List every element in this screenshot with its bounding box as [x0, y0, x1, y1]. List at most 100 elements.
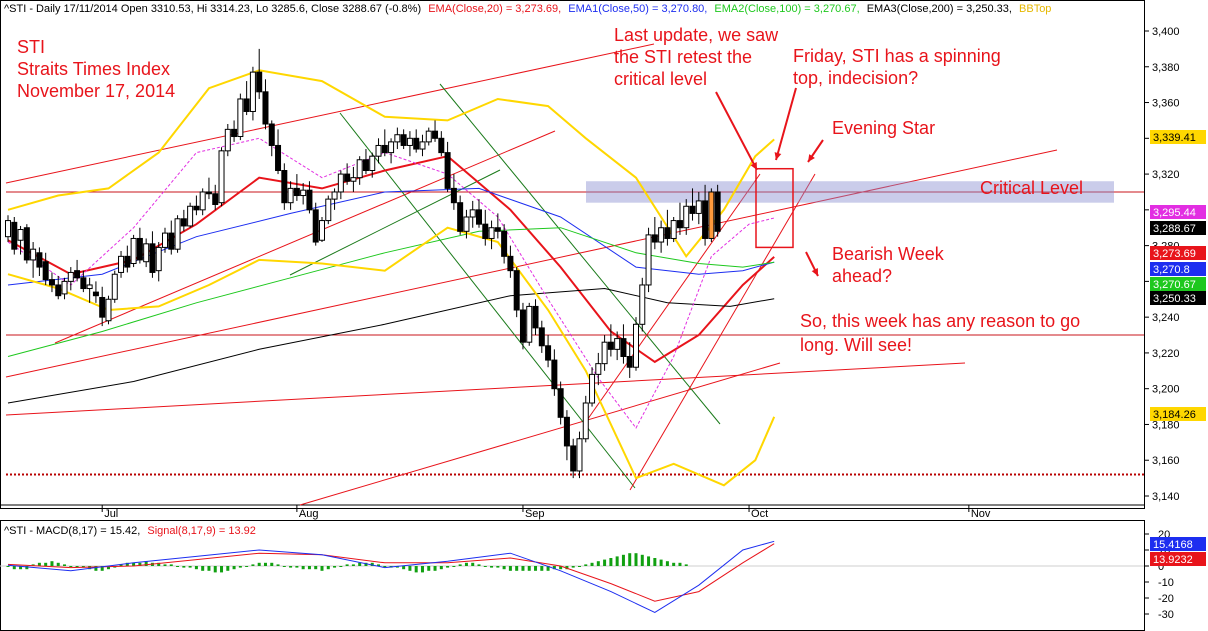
macd-histogram-bar [665, 561, 669, 566]
macd-histogram-bar [163, 564, 167, 566]
candle-body [388, 141, 395, 154]
macd-histogram-bar [427, 566, 431, 571]
macd-histogram-bar [119, 564, 123, 566]
candle-body [494, 227, 501, 232]
macd-histogram-bar [25, 566, 29, 570]
candle-body [463, 216, 470, 232]
candle-body [105, 298, 112, 322]
price-tick-label: 3,140 [1152, 491, 1180, 503]
candle-body [394, 134, 401, 143]
month-label: Sep [525, 508, 545, 520]
candle-body [293, 187, 300, 197]
candle-body [300, 189, 307, 197]
macd-histogram-bar [326, 566, 330, 570]
candle-body [651, 234, 658, 243]
macd-header: ^STI - MACD(8,17) = 15.42, Signal(8,17,9… [4, 525, 256, 537]
macd-histogram-bar [527, 566, 531, 571]
macd-histogram-bar [106, 566, 110, 570]
candle-body [42, 261, 49, 281]
candle-body [205, 191, 212, 195]
macd-histogram-bar [508, 566, 512, 571]
candle-body [563, 416, 570, 447]
month-label: Aug [299, 508, 319, 520]
macd-histogram-bar [232, 566, 236, 570]
macd-histogram-bar [307, 566, 311, 570]
candle-body [381, 144, 388, 154]
candle-body [689, 205, 696, 214]
value-tag-label: 3,184.26 [1153, 409, 1196, 421]
uptrend-left-red [584, 173, 761, 424]
candle-body [180, 218, 187, 227]
price-tick-label: 3,200 [1152, 384, 1180, 396]
candle-body [187, 205, 194, 227]
candle-body [143, 243, 150, 263]
candle-body [620, 338, 627, 358]
candle-body [281, 170, 288, 204]
macd-histogram-bar [251, 564, 255, 566]
month-label: Oct [751, 508, 768, 520]
candle-body [438, 137, 445, 154]
macd-histogram-bar [471, 562, 475, 566]
candle-body [36, 252, 43, 268]
macd-histogram-bar [50, 561, 54, 566]
candle-body [670, 220, 677, 239]
macd-histogram-bar [678, 562, 682, 566]
candle-body [61, 280, 68, 295]
macd-histogram-bar [477, 564, 481, 566]
macd-histogram-bar [276, 564, 280, 566]
value-tag-label: 3,295.44 [1153, 207, 1196, 219]
macd-histogram-bar [257, 562, 261, 566]
macd-histogram-bar [565, 566, 569, 570]
candle-body [614, 338, 621, 350]
macd-histogram-bar [383, 566, 387, 567]
candle-body [268, 123, 275, 146]
macd-histogram-bar [452, 566, 456, 567]
price-tick-label: 3,220 [1152, 348, 1180, 360]
macd-histogram-bar [420, 566, 424, 573]
macd-histogram-bar [213, 566, 217, 573]
candle-body [99, 296, 106, 318]
last-update-arrow-head [750, 162, 757, 170]
candle-body [224, 128, 231, 152]
macd-histogram-bar [238, 566, 242, 568]
critical-level-annotation: Critical Level [980, 178, 1083, 198]
last-update-annotation: Last update, we saw the STI retest the cri… [614, 25, 779, 89]
macd-histogram-bar [69, 566, 73, 567]
macd-line [7, 540, 775, 613]
candle-body [319, 220, 325, 241]
candle-body [275, 144, 282, 171]
macd-histogram-bar [446, 566, 450, 568]
last-update-arrow [715, 91, 758, 171]
macd-value-tag [1150, 552, 1206, 566]
month-label: Nov [971, 508, 991, 520]
candle-body [695, 200, 702, 214]
month-label: Jul [104, 508, 118, 520]
price-grid [0, 191, 1144, 506]
macd-histogram-bar [295, 566, 299, 568]
candle-body [375, 144, 382, 157]
candle-body [124, 255, 131, 268]
candle-body [344, 173, 351, 182]
macd-histogram-bar [282, 566, 286, 567]
candle-body [287, 187, 294, 204]
candle-body [444, 152, 451, 189]
friday-arrow-head [774, 152, 782, 160]
candle-body [545, 345, 552, 361]
candle-body [450, 187, 457, 204]
macd-histogram-bar [207, 566, 211, 571]
series-bbbottom [7, 226, 776, 487]
symbol-info: ^STI - Daily 17/11/2014 Open 3310.53, Hi… [4, 3, 421, 15]
trend-line-lower-red [5, 362, 966, 416]
candle-body [218, 150, 225, 204]
this-week-annotation: So, this week has any reason to go long. … [800, 311, 1080, 355]
macd-histogram-bar [188, 566, 192, 568]
value-tag-label: 3,270.67 [1153, 279, 1196, 291]
candle-body [507, 255, 514, 272]
candle-body [551, 359, 558, 390]
candle-body [501, 230, 508, 257]
macd-histogram-bar [270, 562, 274, 566]
trend-line-upper-red [5, 43, 655, 184]
macd-histogram-bar [358, 562, 362, 566]
macd-histogram-bar [6, 566, 10, 567]
evening-star-annotation: Evening Star [832, 118, 935, 138]
